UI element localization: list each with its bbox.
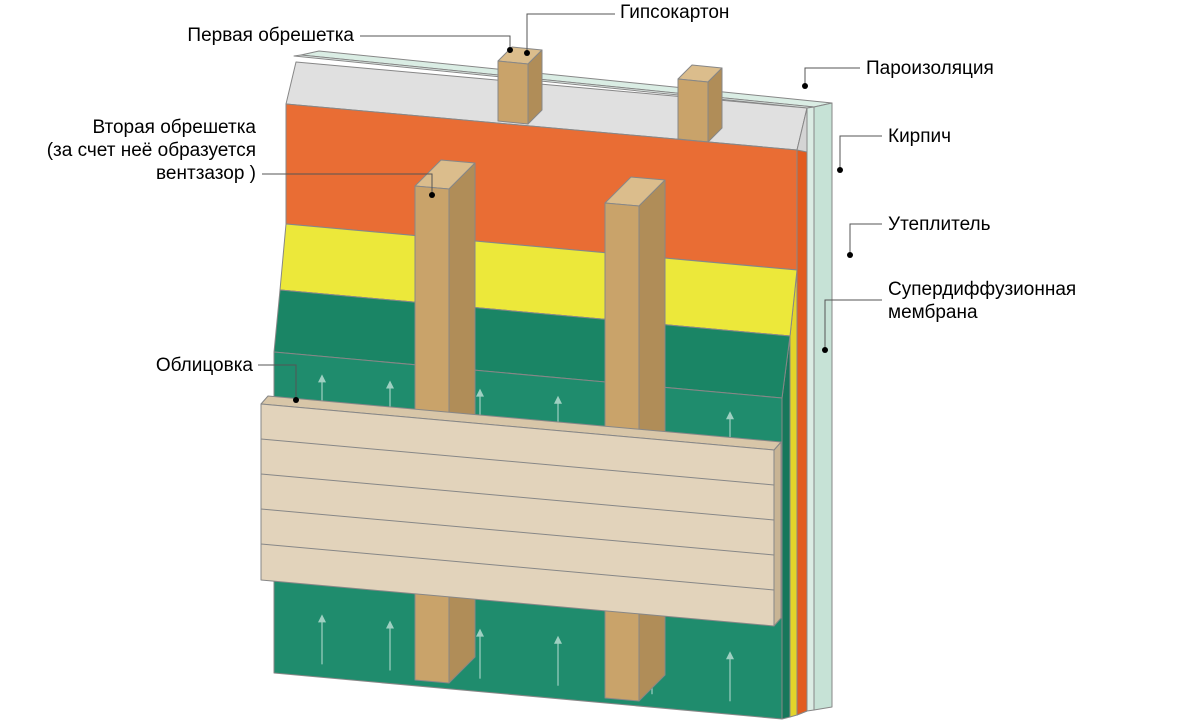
- leader-dot: [837, 167, 843, 173]
- leader-dot: [822, 347, 828, 353]
- membrane-side: [782, 336, 790, 719]
- leader-insulation: [850, 224, 882, 255]
- vapor-side: [807, 107, 814, 711]
- leader-dot: [847, 252, 853, 258]
- membrane_l2: мембрана: [888, 302, 978, 323]
- batten2_l2: (за счет неё образуется: [47, 140, 256, 161]
- batten2_l3: вентзазор ): [156, 163, 256, 184]
- leader-brick: [840, 136, 882, 170]
- leader-dot: [524, 50, 530, 56]
- leader-batten1: [360, 36, 510, 50]
- brick-side: [797, 150, 807, 715]
- leader-dot: [293, 397, 299, 403]
- drywall: Гипсокартон: [620, 2, 729, 23]
- leader-dot: [429, 192, 435, 198]
- batten1-stud-0-front: [498, 61, 528, 124]
- cladding-side: [774, 442, 781, 626]
- leader-membrane: [825, 300, 882, 350]
- drywall-side: [814, 103, 832, 710]
- insulation-side: [790, 270, 797, 717]
- leader-drywall: [527, 14, 615, 53]
- leader-dot: [802, 83, 808, 89]
- batten1: Первая обрешетка: [187, 25, 354, 46]
- layers: [261, 47, 832, 719]
- leader-vapor: [805, 68, 860, 86]
- vapor: Пароизоляция: [866, 58, 994, 79]
- brick: Кирпич: [888, 126, 951, 147]
- wall-diagram: Гипсокартон Первая обрешетка Пароизоляция В…: [0, 0, 1184, 721]
- leader-dot: [507, 47, 513, 53]
- batten2_l1: Вторая обрешетка: [92, 117, 256, 138]
- membrane_l1: Супердиффузионная: [888, 279, 1076, 300]
- batten1-stud-1-front: [678, 79, 708, 142]
- cladding: Облицовка: [156, 355, 254, 376]
- insulation: Утеплитель: [888, 214, 991, 235]
